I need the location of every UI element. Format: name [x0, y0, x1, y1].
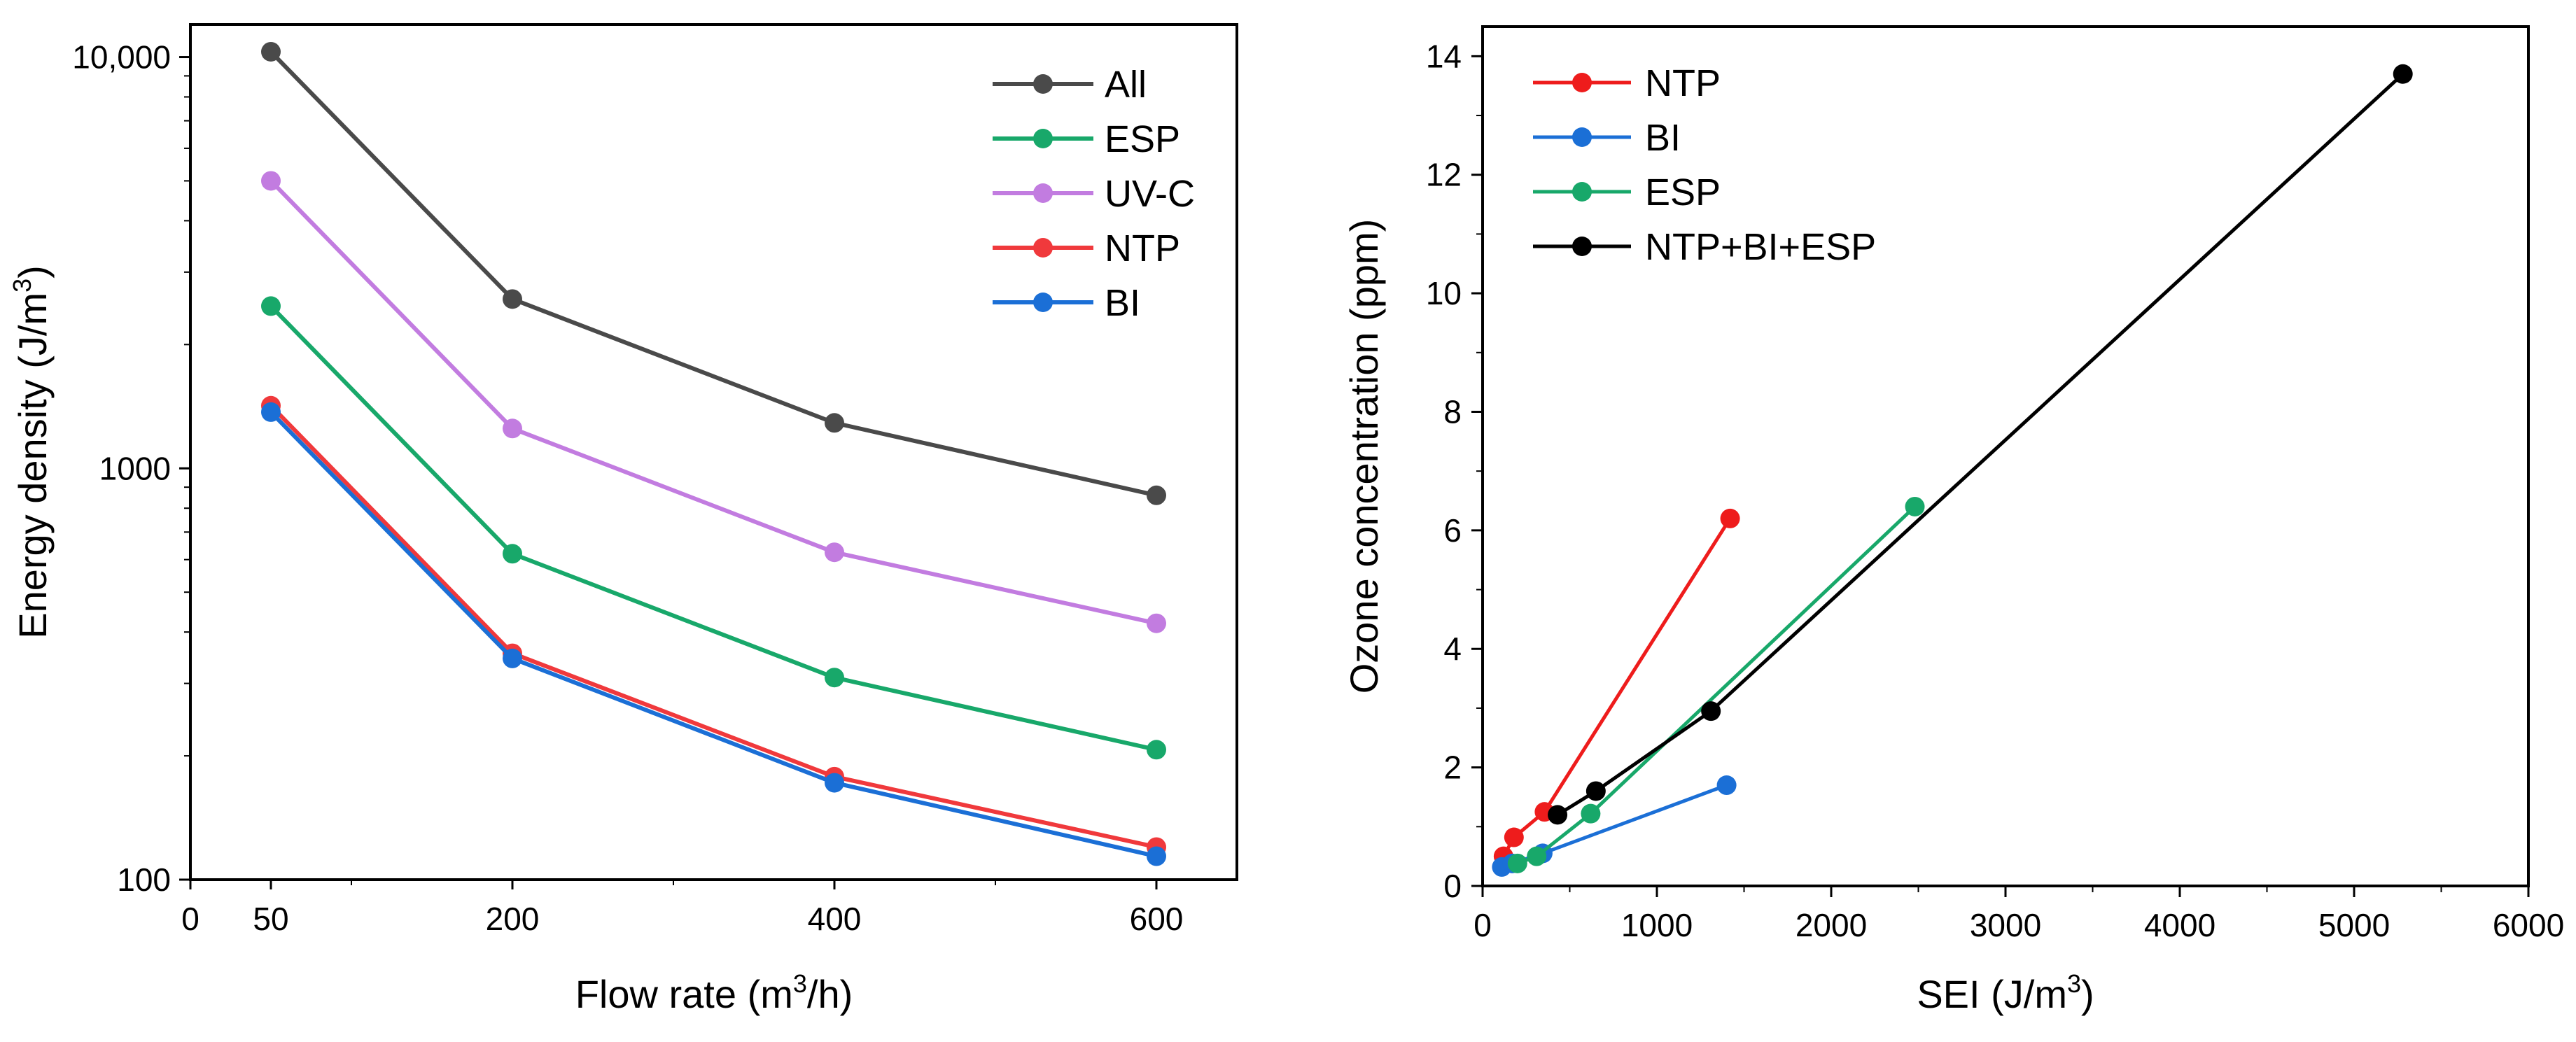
right-series-line-ntp-bi-esp	[1556, 72, 2404, 817]
right-y-axis-label: Ozone concentration (ppm)	[1342, 219, 1386, 694]
right-x-tick-label: 4000	[2144, 907, 2216, 943]
right-x-axis-label: SEI (J/m3)	[1917, 969, 2094, 1016]
right-x-tick-label: 0	[1474, 907, 1492, 943]
right-y-tick-label: 4	[1443, 631, 1462, 667]
left-series-line-all	[269, 50, 1157, 498]
left-series-line-ntp	[269, 404, 1157, 850]
left-point-esp	[261, 296, 281, 316]
right-x-tick-label: 1000	[1621, 907, 1693, 943]
right-point-ntp-bi-esp	[1701, 701, 1721, 721]
left-axis-ticks: 0 50 200 400 600 100 1000 10,000	[72, 39, 1183, 937]
left-legend-marker	[1033, 238, 1053, 258]
left-x-tick-label: 0	[181, 901, 200, 937]
right-point-ntp-bi-esp	[1548, 805, 1568, 825]
left-point-uv-c	[261, 171, 281, 191]
right-y-tick-label: 14	[1426, 38, 1462, 74]
left-series-group	[261, 41, 1166, 866]
right-legend-label: NTP+BI+ESP	[1645, 226, 1876, 268]
right-y-tick-label: 0	[1443, 868, 1462, 904]
left-legend-label: NTP	[1105, 227, 1180, 269]
left-x-tick-label: 50	[253, 901, 288, 937]
left-point-esp	[1147, 740, 1166, 760]
left-y-tick-label: 10,000	[72, 39, 171, 76]
left-point-bi	[261, 402, 281, 422]
right-point-ntp	[1720, 508, 1740, 528]
left-y-tick-label: 1000	[99, 450, 171, 486]
left-x-tick-label: 600	[1130, 901, 1184, 937]
left-point-uv-c	[1147, 613, 1166, 633]
left-legend: All ESP UV-C NTP BI	[993, 64, 1195, 324]
right-point-esp	[1527, 846, 1547, 866]
left-legend-label: ESP	[1105, 118, 1180, 160]
left-plot-frame	[189, 23, 1238, 881]
left-y-tick-label: 100	[117, 861, 171, 898]
left-legend-marker	[1033, 129, 1053, 148]
right-point-bi	[1716, 775, 1737, 796]
left-x-axis-label: Flow rate (m3/h)	[575, 969, 853, 1016]
right-series-line-ntp	[1502, 517, 1732, 857]
left-x-tick-label: 200	[486, 901, 540, 937]
energy-density-chart: 0 50 200 400 600 100 1000 10,000 All ESP UV-C NTP B…	[8, 23, 1238, 1016]
right-point-esp	[1905, 496, 1925, 516]
left-legend-marker	[1033, 183, 1053, 203]
right-y-tick-label: 10	[1426, 275, 1462, 311]
left-point-esp	[503, 544, 522, 564]
right-legend-marker	[1572, 73, 1592, 92]
left-series-line-uv-c	[269, 179, 1157, 626]
left-point-all	[261, 41, 281, 62]
left-y-axis-label: Energy density (J/m3)	[8, 265, 55, 639]
left-legend-label: All	[1105, 64, 1147, 106]
left-legend-label: BI	[1105, 282, 1140, 324]
left-point-bi	[825, 773, 844, 793]
left-legend-label: UV-C	[1105, 173, 1195, 215]
right-point-ntp-bi-esp	[1586, 781, 1606, 801]
right-x-tick-label: 5000	[2318, 907, 2390, 943]
left-series-line-bi	[269, 410, 1157, 859]
left-point-bi	[503, 648, 522, 668]
left-point-uv-c	[825, 542, 844, 563]
right-series-line-esp	[1516, 505, 1917, 866]
right-legend: NTP BI ESP NTP+BI+ESP	[1533, 62, 1876, 268]
right-legend-marker	[1572, 127, 1592, 147]
right-x-tick-label: 2000	[1795, 907, 1867, 943]
right-plot-frame	[1481, 25, 2530, 887]
left-point-bi	[1147, 846, 1166, 866]
right-legend-label: ESP	[1645, 171, 1721, 213]
right-legend-marker	[1572, 237, 1592, 256]
left-x-tick-label: 400	[808, 901, 862, 937]
right-y-tick-label: 6	[1443, 512, 1462, 549]
right-point-ntp	[1504, 827, 1524, 847]
right-point-ntp-bi-esp	[2393, 64, 2413, 84]
left-point-esp	[825, 668, 844, 688]
left-legend-marker	[1033, 293, 1053, 312]
right-axis-ticks: 0 1000 2000 3000 4000 5000 6000 0 2 4 6 8 10 12 14	[1426, 38, 2564, 943]
right-y-tick-label: 2	[1443, 749, 1462, 786]
left-point-all	[825, 413, 844, 433]
right-legend-marker	[1572, 182, 1592, 202]
right-series-group	[1492, 64, 2413, 877]
right-legend-label: BI	[1645, 117, 1681, 159]
left-series-line-esp	[269, 304, 1157, 752]
right-y-tick-label: 12	[1426, 157, 1462, 193]
right-x-tick-label: 3000	[1970, 907, 2041, 943]
right-point-esp	[1507, 853, 1527, 873]
left-legend-marker	[1033, 74, 1053, 94]
left-point-uv-c	[503, 418, 522, 439]
ozone-concentration-chart: 0 1000 2000 3000 4000 5000 6000 0 2 4 6 8 10 12 14 NTP…	[1342, 25, 2564, 1016]
right-y-tick-label: 8	[1443, 393, 1462, 430]
right-point-esp	[1581, 803, 1601, 824]
right-x-tick-label: 6000	[2493, 907, 2564, 943]
right-legend-label: NTP	[1645, 62, 1721, 104]
left-point-all	[1147, 485, 1166, 505]
left-point-all	[503, 289, 522, 309]
